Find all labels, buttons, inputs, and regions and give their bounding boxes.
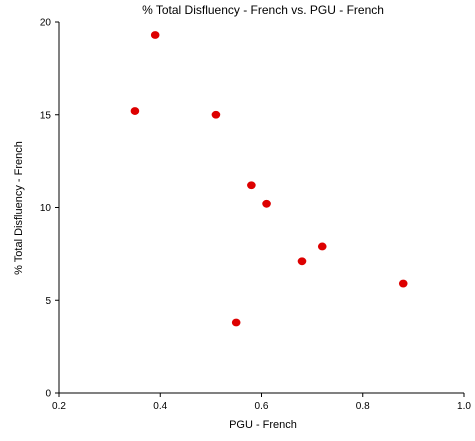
data-point <box>211 110 221 119</box>
data-point <box>231 318 241 327</box>
y-tick-label: 15 <box>40 110 52 121</box>
x-axis-title: PGU - French <box>229 419 297 431</box>
y-tick-label: 10 <box>40 203 52 214</box>
data-point <box>317 242 327 251</box>
x-axis-ticks: 0.2 0.4 0.6 0.8 1.0 <box>52 393 471 412</box>
x-tick-label: 1.0 <box>457 401 471 412</box>
y-axis-ticks: 0 5 10 15 20 <box>40 18 59 400</box>
x-tick-label: 0.8 <box>356 401 370 412</box>
data-point <box>247 181 256 190</box>
x-tick-label: 0.6 <box>255 401 269 412</box>
data-point <box>150 31 160 39</box>
data-point <box>130 107 140 115</box>
chart-title: % Total Disfluency - French vs. PGU - Fr… <box>142 3 384 17</box>
data-point <box>398 279 408 288</box>
y-tick-label: 20 <box>40 18 52 29</box>
data-point <box>262 199 271 208</box>
data-points <box>130 31 408 327</box>
y-tick-label: 0 <box>45 389 51 400</box>
x-tick-label: 0.2 <box>52 401 66 412</box>
y-axis-title: % Total Disfluency - French <box>13 141 25 275</box>
x-tick-label: 0.4 <box>153 401 167 412</box>
y-tick-label: 5 <box>45 296 51 307</box>
data-point <box>297 257 307 266</box>
